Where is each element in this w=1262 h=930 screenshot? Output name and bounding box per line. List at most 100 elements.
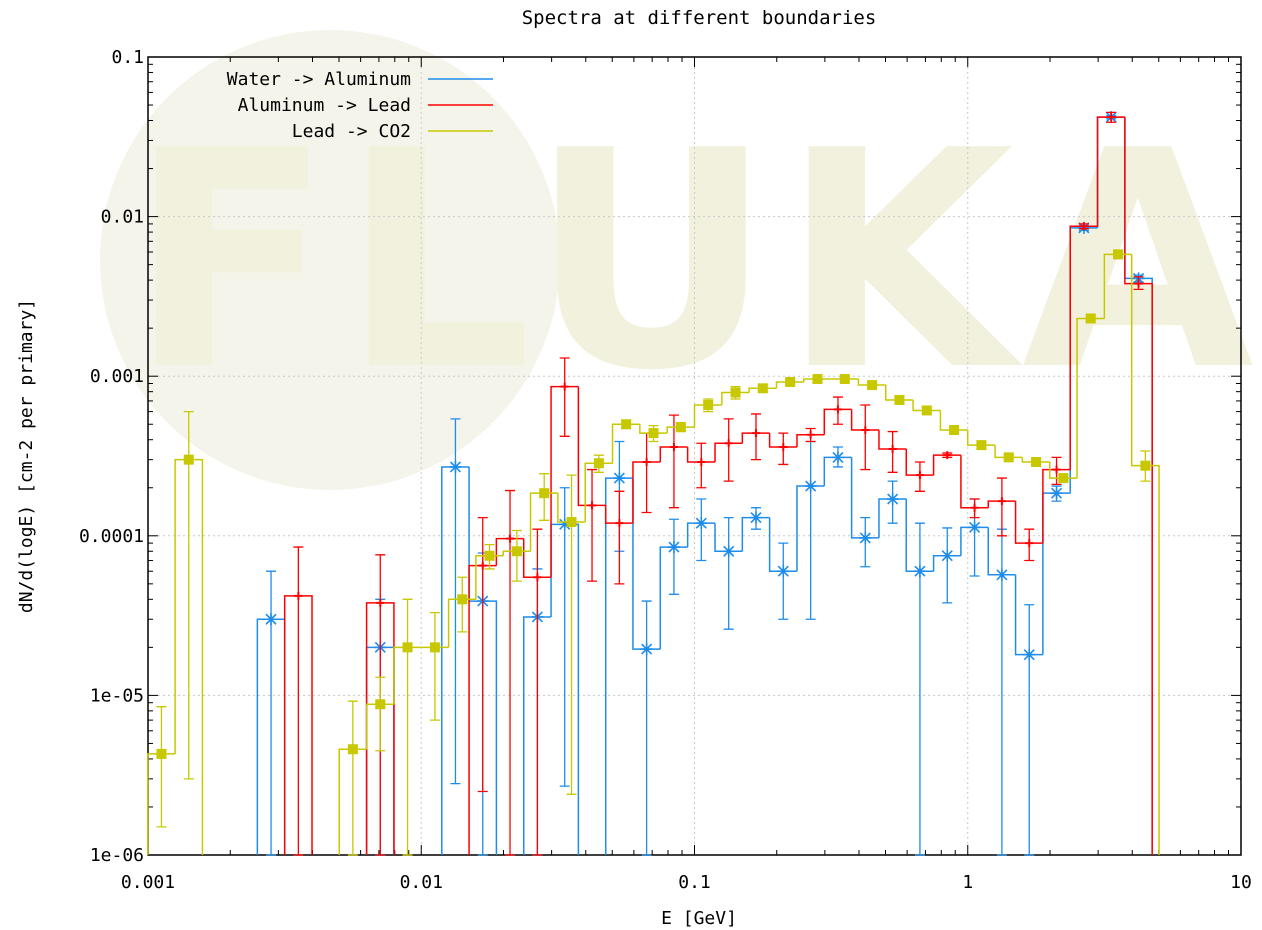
grid <box>148 57 1241 855</box>
data-point <box>976 440 987 451</box>
data-point <box>621 419 632 430</box>
histogram-step <box>686 447 715 463</box>
x-tick-label: 0.1 <box>678 872 711 893</box>
error-bar <box>566 474 577 795</box>
histogram-step <box>878 430 907 450</box>
error-bar <box>641 600 652 856</box>
histogram-step <box>1014 501 1043 544</box>
y-tick-label: 1e-05 <box>90 685 144 706</box>
y-tick-label: 0.01 <box>101 207 144 228</box>
error-bar <box>183 410 194 780</box>
error-bar <box>914 522 925 856</box>
data-point <box>812 374 823 385</box>
data-point <box>1140 460 1151 471</box>
data-point <box>183 454 194 465</box>
series-2 <box>147 249 1160 856</box>
y-tick-label: 0.001 <box>90 366 144 387</box>
data-point-center <box>671 544 677 550</box>
data-point <box>839 374 850 385</box>
error-bar <box>641 432 652 514</box>
data-point <box>724 439 733 448</box>
data-point <box>642 458 651 467</box>
error-bar <box>860 404 871 471</box>
data-point <box>1052 465 1061 474</box>
data-point-center <box>617 475 622 481</box>
data-point <box>1085 313 1096 324</box>
data-point <box>375 699 386 710</box>
error-bar <box>614 490 625 585</box>
data-point <box>376 598 385 607</box>
data-point-center <box>808 483 813 489</box>
data-point <box>757 383 768 394</box>
data-point <box>1058 473 1069 484</box>
data-point <box>1134 279 1143 288</box>
data-point <box>402 642 413 653</box>
data-point-center <box>453 464 458 470</box>
x-tick-label: 0.01 <box>400 872 443 893</box>
histogram-step <box>714 442 743 463</box>
data-point-center <box>726 549 731 554</box>
histogram-step <box>823 408 852 435</box>
data-point-center <box>835 455 841 460</box>
histogram-step <box>659 446 688 463</box>
data-point <box>511 546 522 557</box>
data-point <box>915 471 924 480</box>
histogram-step <box>550 385 579 578</box>
chart-title: Spectra at different boundaries <box>522 7 877 29</box>
data-point <box>539 488 550 499</box>
data-point-center <box>972 525 977 530</box>
data-point-center <box>890 496 895 502</box>
error-bar <box>723 418 734 482</box>
data-point <box>533 573 542 582</box>
y-tick-label: 1e-06 <box>90 845 144 866</box>
watermark-text: FLUKA <box>128 87 1262 436</box>
histogram-step <box>1042 468 1071 544</box>
legend-label: Water -> Aluminum <box>227 69 411 90</box>
histogram-step <box>1096 116 1125 227</box>
data-point <box>560 382 569 391</box>
data-point <box>806 430 815 439</box>
data-point <box>294 591 303 600</box>
data-point <box>861 426 870 435</box>
data-point <box>730 387 741 398</box>
data-point <box>751 429 760 438</box>
data-point <box>779 443 788 452</box>
y-axis-label: dN/d(logE) [cm-2 per primary] <box>16 299 37 613</box>
series-1 <box>283 111 1153 856</box>
data-point <box>921 405 932 416</box>
error-bar <box>457 576 468 633</box>
error-bar <box>347 700 358 856</box>
data-point <box>697 458 706 467</box>
histogram-step <box>741 432 770 444</box>
data-point-center <box>268 617 274 622</box>
data-point-center <box>699 520 704 526</box>
y-tick-label: 0.1 <box>111 47 144 68</box>
error-bar <box>996 477 1007 537</box>
histogram-step <box>987 500 1016 508</box>
histogram-step <box>468 564 497 855</box>
histogram-step <box>1042 492 1071 655</box>
error-bar <box>723 516 734 630</box>
data-point <box>1107 113 1116 122</box>
error-bar <box>402 598 413 856</box>
legend-label: Aluminum -> Lead <box>238 95 411 116</box>
error-bar <box>942 527 953 604</box>
histogram-step <box>796 433 825 448</box>
data-point <box>888 444 897 453</box>
histogram-step <box>932 454 961 476</box>
legend: Water -> Aluminum Aluminum -> Lead Lead ->… <box>227 69 493 142</box>
data-point <box>997 497 1006 506</box>
histogram-step <box>905 448 934 476</box>
data-point <box>894 394 905 405</box>
histogram-step <box>960 455 989 509</box>
error-bar <box>375 676 386 752</box>
data-point-center <box>917 569 923 574</box>
error-bar <box>532 528 543 856</box>
x-tick-label: 1 <box>962 872 973 893</box>
error-bar <box>778 542 789 620</box>
data-point <box>1025 539 1034 548</box>
data-point-center <box>945 553 950 558</box>
data-point <box>615 519 624 528</box>
data-point-center <box>644 646 649 652</box>
data-point <box>1003 452 1014 463</box>
